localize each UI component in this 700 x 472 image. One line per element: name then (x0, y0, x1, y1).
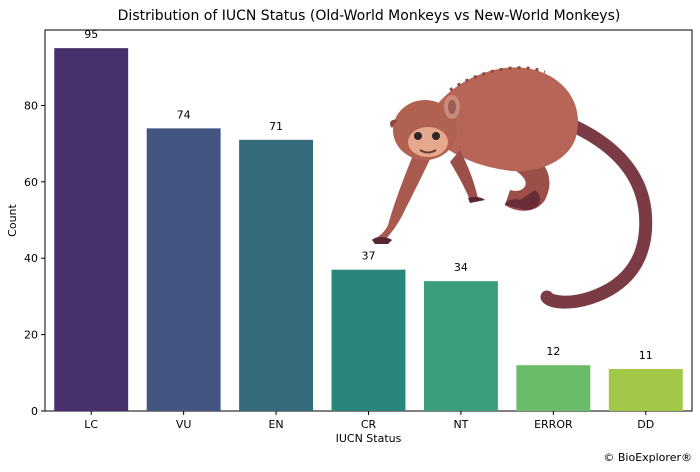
x-tick-label: EN (268, 418, 283, 431)
x-tick-label: ERROR (534, 418, 573, 431)
data-label: 37 (362, 250, 376, 263)
data-label: 11 (639, 349, 653, 362)
x-axis-label: IUCN Status (336, 432, 402, 445)
y-tick-label: 0 (31, 405, 38, 418)
monkey-illustration (372, 66, 653, 309)
x-tick-label: VU (176, 418, 192, 431)
data-label: 71 (269, 120, 283, 133)
chart-title: Distribution of IUCN Status (Old-World M… (118, 8, 621, 24)
y-tick-label: 20 (24, 329, 38, 342)
y-tick-label: 40 (24, 252, 38, 265)
data-label: 95 (84, 28, 98, 41)
bar-dd (608, 368, 683, 411)
bar-nt (423, 281, 498, 411)
y-tick-label: 60 (24, 176, 38, 189)
y-tick-label: 80 (24, 99, 38, 112)
bar-en (239, 139, 314, 412)
plot-area: LC 95 VU 74 EN 71 CR 37 NT 34 ERROR 12 DD 11 0 20 40 60 80… (6, 28, 693, 445)
data-label: 34 (454, 261, 468, 274)
data-label: 74 (177, 108, 191, 121)
data-label: 12 (546, 345, 560, 358)
x-tick-label: LC (84, 418, 98, 431)
x-tick-label: DD (637, 418, 654, 431)
bar-error (516, 365, 591, 411)
x-tick-label: CR (361, 418, 377, 431)
copyright-credit: © BioExplorer® (603, 451, 692, 464)
bar-vu (146, 128, 221, 411)
bar-lc (54, 48, 129, 412)
x-tick-label: NT (453, 418, 468, 431)
bar-cr (331, 269, 406, 411)
y-axis-label: Count (6, 203, 19, 236)
